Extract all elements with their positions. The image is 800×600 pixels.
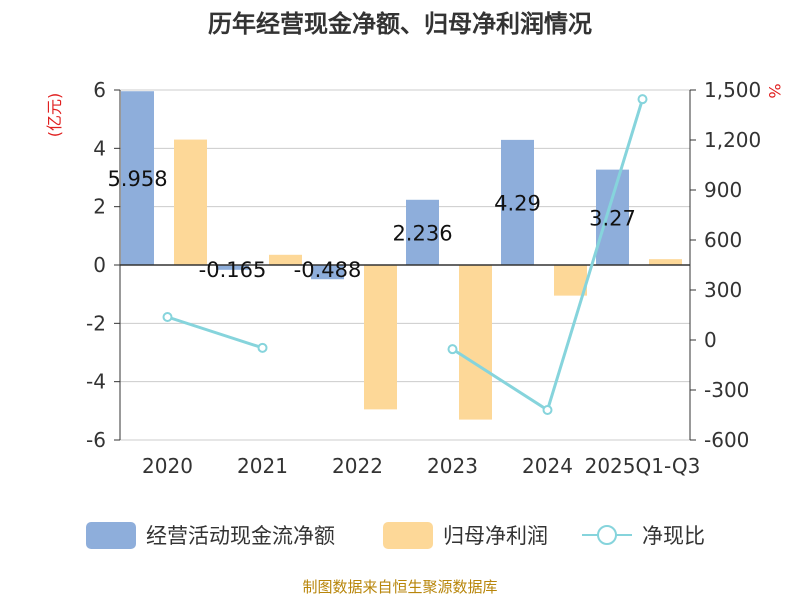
y-left-tick-label: -2 <box>86 311 106 335</box>
y-right-tick-label: 900 <box>704 178 742 202</box>
bar-net-profit <box>364 265 397 410</box>
bars <box>121 91 682 420</box>
x-tick-label: 2024 <box>522 454 573 478</box>
bar-operating-cashflow <box>311 265 344 280</box>
bar-operating-cashflow <box>121 91 154 265</box>
line-point <box>257 342 268 353</box>
y-left-tick-label: -6 <box>86 428 106 452</box>
bar-net-profit <box>269 254 302 265</box>
x-tick-label: 2023 <box>427 454 478 478</box>
legend-swatch-operating-cashflow <box>86 522 136 549</box>
y-right-tick-label: 300 <box>704 278 742 302</box>
chart-title: 历年经营现金净额、归母净利润情况 <box>208 10 592 38</box>
data-label: -0.488 <box>294 258 362 282</box>
line-point <box>447 344 458 355</box>
line-series <box>162 94 648 415</box>
y-left-tick-label: 4 <box>93 136 106 160</box>
legend-swatch-net-profit <box>383 522 433 549</box>
line-point <box>162 312 173 322</box>
data-label: 3.27 <box>589 206 636 230</box>
legend-label-net-profit: 归母净利润 <box>443 524 548 548</box>
y-right-tick-label: 0 <box>704 328 717 352</box>
y-left-tick-label: 6 <box>93 78 106 102</box>
data-labels: 5.958 -0.165 -0.488 2.236 4.29 3.27 <box>107 167 635 282</box>
y-right-tick-label: -600 <box>704 428 749 452</box>
legend: 经营活动现金流净额 归母净利润 净现比 <box>86 522 705 549</box>
bar-net-profit <box>649 259 682 265</box>
x-tick-label: 2021 <box>237 454 288 478</box>
x-tick-label: 2020 <box>142 454 193 478</box>
data-label: 4.29 <box>494 191 541 215</box>
bar-net-profit <box>554 265 587 296</box>
y-right-axis-label: % <box>765 83 784 98</box>
bar-operating-cashflow <box>216 265 249 270</box>
source-note: 制图数据来自恒生聚源数据库 <box>302 578 497 596</box>
data-label: -0.165 <box>199 258 267 282</box>
legend-label-net-cash-ratio: 净现比 <box>642 524 705 548</box>
line-point <box>637 94 648 105</box>
y-right-tick-label: 1,200 <box>704 128 761 152</box>
bar-operating-cashflow <box>406 199 439 265</box>
x-tick-label: 2022 <box>332 454 383 478</box>
data-label: 5.958 <box>107 167 167 191</box>
bar-net-profit <box>174 139 207 265</box>
data-label: 2.236 <box>392 221 452 245</box>
line-net-cash-ratio <box>167 315 263 350</box>
y-left-axis-label: (亿元) <box>45 93 64 138</box>
y-right-tick-label: 1,500 <box>704 78 761 102</box>
line-point <box>542 405 553 415</box>
legend-marker-net-cash-ratio <box>597 525 617 545</box>
bar-operating-cashflow <box>596 169 629 265</box>
y-left-tick-label: 0 <box>93 253 106 277</box>
bar-operating-cashflow <box>501 139 534 265</box>
x-tick-label: 2025Q1-Q3 <box>585 454 701 478</box>
y-left-tick-label: 2 <box>93 195 106 219</box>
y-left-tick-label: -4 <box>86 370 106 394</box>
y-right-tick-label: -300 <box>704 378 749 402</box>
legend-label-operating-cashflow: 经营活动现金流净额 <box>146 524 335 548</box>
bar-net-profit <box>459 265 492 420</box>
y-right-tick-label: 600 <box>704 228 742 252</box>
axes: 6420-2-4-61,5001,2009006003000-300-60020… <box>86 78 761 478</box>
